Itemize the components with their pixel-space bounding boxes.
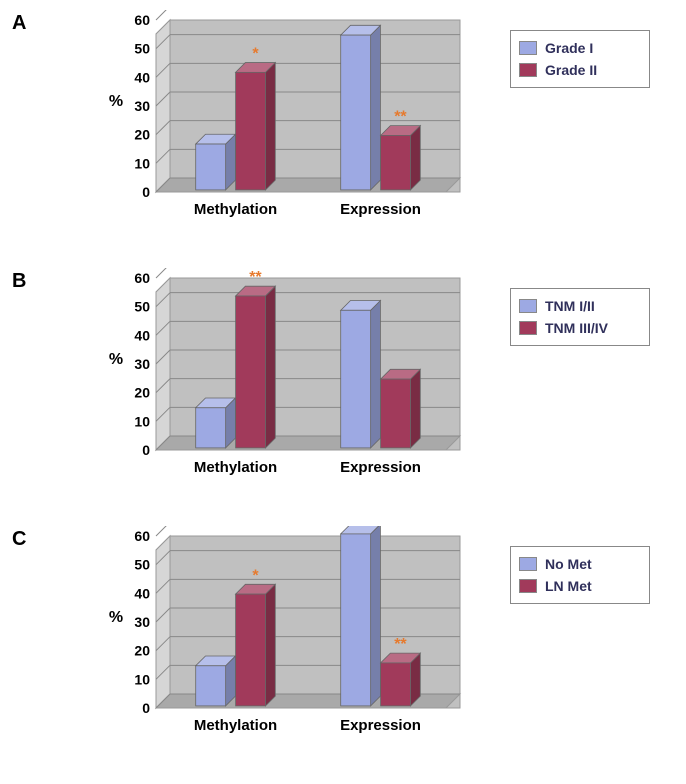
y-tick-label: 40 (134, 585, 150, 601)
y-tick-label: 60 (134, 528, 150, 544)
legend-item: Grade II (519, 59, 641, 81)
legend-swatch (519, 557, 537, 571)
legend-B: TNM I/II TNM III/IV (510, 288, 650, 346)
legend-item: No Met (519, 553, 641, 575)
legend-label: LN Met (545, 578, 592, 594)
chart-B: 0 10 20 30 40 50 60% Methylation Expression ** (100, 268, 470, 498)
chart-svg: 0 10 20 30 40 50 60% Methylation Expression ** (100, 268, 470, 498)
bar (196, 408, 226, 448)
legend-swatch (519, 41, 537, 55)
significance-annotation: ** (394, 109, 407, 126)
legend-item: LN Met (519, 575, 641, 597)
legend-item: TNM I/II (519, 295, 641, 317)
legend-swatch (519, 63, 537, 77)
legend-swatch (519, 299, 537, 313)
legend-swatch (519, 321, 537, 335)
bar (236, 594, 266, 706)
y-tick-label: 30 (134, 614, 150, 630)
y-tick-label: 50 (134, 557, 150, 573)
y-tick-label: 40 (134, 69, 150, 85)
y-tick-label: 50 (134, 41, 150, 57)
y-tick-label: 10 (134, 155, 150, 171)
y-tick-label: 20 (134, 643, 150, 659)
y-axis-label: % (109, 93, 123, 110)
significance-annotation: ** (394, 636, 407, 653)
y-axis-label: % (109, 351, 123, 368)
legend-label: TNM III/IV (545, 320, 608, 336)
y-axis-label: % (109, 609, 123, 626)
legend-A: Grade I Grade II (510, 30, 650, 88)
x-tick-label: Expression (340, 459, 421, 476)
legend-label: Grade II (545, 62, 597, 78)
legend-label: TNM I/II (545, 298, 595, 314)
bar (381, 663, 411, 706)
significance-annotation: * (252, 46, 259, 63)
chart-svg: 0102030405060%MethylationExpression*** (100, 526, 470, 756)
significance-annotation: ** (249, 269, 262, 286)
bar (196, 144, 226, 190)
y-tick-label: 60 (134, 12, 150, 28)
y-tick-label: 40 (134, 327, 150, 343)
bar (236, 296, 266, 448)
legend-item: TNM III/IV (519, 317, 641, 339)
y-tick-label: 20 (134, 127, 150, 143)
y-tick-label: 50 (134, 299, 150, 315)
y-tick-label: 10 (134, 671, 150, 687)
bar (381, 379, 411, 448)
bar (341, 35, 371, 190)
bar (236, 72, 266, 190)
chart-C: 0102030405060%MethylationExpression*** (100, 526, 470, 756)
y-tick-label: 20 (134, 385, 150, 401)
panel-label-B: B (12, 270, 26, 293)
y-tick-label: 10 (134, 413, 150, 429)
y-tick-label: 30 (134, 356, 150, 372)
y-tick-label: 60 (134, 270, 150, 286)
panel-label-A: A (12, 12, 26, 35)
legend-C: No Met LN Met (510, 546, 650, 604)
legend-label: Grade I (545, 40, 593, 56)
bar (381, 135, 411, 189)
significance-annotation: * (252, 567, 259, 584)
x-tick-label: Methylation (194, 201, 277, 218)
x-tick-label: Expression (340, 717, 421, 734)
panel-label-C: C (12, 528, 26, 551)
legend-label: No Met (545, 556, 592, 572)
y-tick-label: 30 (134, 98, 150, 114)
legend-swatch (519, 579, 537, 593)
bar (341, 310, 371, 448)
x-tick-label: Expression (340, 201, 421, 218)
legend-item: Grade I (519, 37, 641, 59)
y-tick-label: 0 (142, 184, 150, 200)
y-tick-label: 0 (142, 700, 150, 716)
x-tick-label: Methylation (194, 717, 277, 734)
chart-A: 0102030405060%MethylationExpression*** (100, 10, 470, 240)
x-tick-label: Methylation (194, 459, 277, 476)
y-tick-label: 0 (142, 442, 150, 458)
bar (341, 534, 371, 706)
bar (196, 666, 226, 706)
chart-svg: 0102030405060%MethylationExpression*** (100, 10, 470, 240)
